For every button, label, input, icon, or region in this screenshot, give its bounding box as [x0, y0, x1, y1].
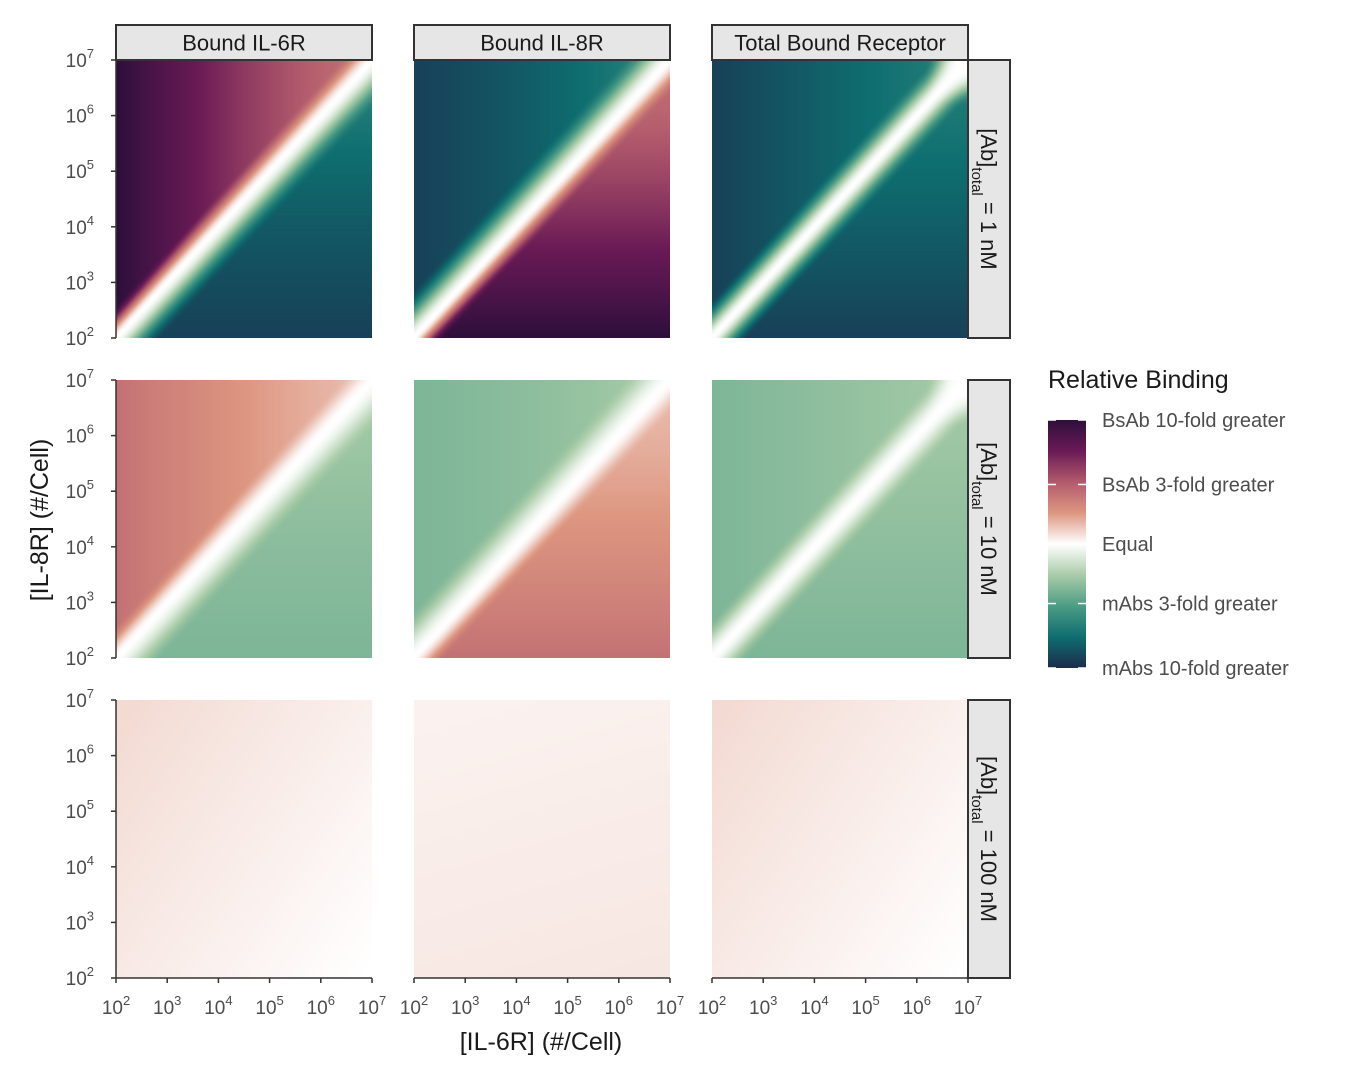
x-tick-label: 102 [400, 993, 428, 1019]
row-strip-label: [Ab]total = 1 nM [969, 128, 1002, 269]
x-tick-label: 103 [749, 993, 777, 1019]
x-tick-label: 105 [851, 993, 879, 1019]
row-strip-label: [Ab]total = 100 nM [969, 756, 1002, 922]
row-strip: [Ab]total = 1 nM [967, 59, 1011, 339]
row-strip-main: [Ab] [976, 128, 1001, 167]
row-strip: [Ab]total = 100 nM [967, 699, 1011, 979]
y-tick-label: 103 [66, 588, 94, 614]
heatmap-panel-r1-c1 [116, 60, 372, 338]
y-tick-label: 106 [66, 742, 94, 768]
legend-label: mAbs 10-fold greater [1102, 658, 1289, 680]
row-strip-rest: = 1 nM [976, 196, 1001, 270]
y-tick-label: 105 [66, 157, 94, 183]
y-tick-label: 105 [66, 797, 94, 823]
heatmap-panel-r3-c1 [116, 700, 372, 978]
axes-layer: 102 103 104 105 106 107 102 103 104 105 106 107 102 1… [66, 46, 983, 1019]
heatmap-panel-r1-c2 [414, 60, 670, 338]
x-tick-label: 107 [358, 993, 386, 1019]
y-tick-label: 107 [66, 46, 94, 72]
heatmap-panel-r1-c3 [712, 60, 968, 338]
y-axis-title: [IL-8R] (#/Cell) [26, 439, 54, 602]
heatmap-panel-r3-c2 [414, 700, 670, 978]
row-strip: [Ab]total = 10 nM [967, 379, 1011, 659]
heatmap-panel-r2-c2 [414, 380, 670, 658]
row-strip-rest: = 100 nM [976, 824, 1001, 922]
column-strip-label: Bound IL-8R [480, 31, 604, 56]
row-strip-sub: total [969, 795, 986, 823]
y-tick-label: 107 [66, 366, 94, 392]
y-tick-label: 103 [66, 908, 94, 934]
legend-title: Relative Binding [1048, 366, 1229, 394]
x-tick-label: 105 [553, 993, 581, 1019]
x-tick-label: 102 [698, 993, 726, 1019]
strips-layer: Bound IL-6R Bound IL-8R Total Bound Recept… [115, 24, 1011, 979]
x-tick-label: 106 [903, 993, 931, 1019]
column-strip: Total Bound Receptor [711, 24, 969, 61]
legend-label: BsAb 10-fold greater [1102, 410, 1286, 432]
x-axis-title: [IL-6R] (#/Cell) [460, 1028, 623, 1056]
x-tick-label: 103 [153, 993, 181, 1019]
row-strip-main: [Ab] [976, 756, 1001, 795]
y-tick-label: 105 [66, 477, 94, 503]
y-tick-label: 104 [66, 213, 94, 239]
row-strip-sub: total [969, 481, 986, 509]
x-tick-label: 106 [605, 993, 633, 1019]
row-strip-sub: total [969, 167, 986, 195]
panels-layer [116, 60, 968, 978]
column-strip-label: Total Bound Receptor [734, 31, 946, 56]
y-tick-label: 107 [66, 686, 94, 712]
x-tick-label: 102 [102, 993, 130, 1019]
x-tick-label: 105 [255, 993, 283, 1019]
x-tick-label: 103 [451, 993, 479, 1019]
x-tick-label: 104 [800, 993, 828, 1019]
y-tick-label: 104 [66, 853, 94, 879]
row-strip-rest: = 10 nM [976, 510, 1001, 596]
x-tick-label: 107 [954, 993, 982, 1019]
y-tick-label: 102 [66, 324, 94, 350]
x-tick-label: 107 [656, 993, 684, 1019]
y-tick-label: 104 [66, 533, 94, 559]
row-strip-label: [Ab]total = 10 nM [969, 442, 1002, 596]
x-tick-label: 104 [204, 993, 232, 1019]
column-strip: Bound IL-8R [413, 24, 671, 61]
y-tick-label: 106 [66, 422, 94, 448]
y-tick-label: 103 [66, 268, 94, 294]
column-strip-label: Bound IL-6R [182, 31, 306, 56]
x-tick-label: 104 [502, 993, 530, 1019]
legend-label: mAbs 3-fold greater [1102, 594, 1278, 616]
color-legend: Relative Binding BsAb 10-fold greaterBsA… [1048, 366, 1289, 680]
heatmap-panel-r2-c1 [116, 380, 372, 658]
y-tick-label: 106 [66, 102, 94, 128]
legend-labels: BsAb 10-fold greater BsAb 3-fold greater E… [1048, 410, 1289, 680]
y-tick-label: 102 [66, 964, 94, 990]
row-strip-main: [Ab] [976, 442, 1001, 481]
heatmap-panel-r3-c3 [712, 700, 968, 978]
legend-label: BsAb 3-fold greater [1102, 474, 1275, 496]
y-tick-label: 102 [66, 644, 94, 670]
column-strip: Bound IL-6R [115, 24, 373, 61]
legend-label: Equal [1102, 534, 1153, 556]
x-tick-label: 106 [307, 993, 335, 1019]
heatmap-panel-r2-c3 [712, 380, 968, 658]
